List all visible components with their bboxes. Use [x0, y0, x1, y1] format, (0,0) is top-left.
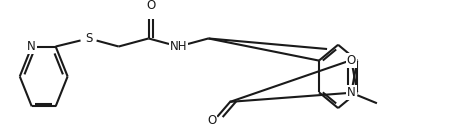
Text: N: N: [346, 86, 355, 99]
Text: O: O: [146, 0, 155, 12]
Text: S: S: [85, 32, 92, 45]
Text: O: O: [346, 54, 355, 67]
Text: N: N: [27, 40, 36, 53]
Text: NH: NH: [169, 40, 187, 53]
Text: O: O: [207, 114, 216, 127]
